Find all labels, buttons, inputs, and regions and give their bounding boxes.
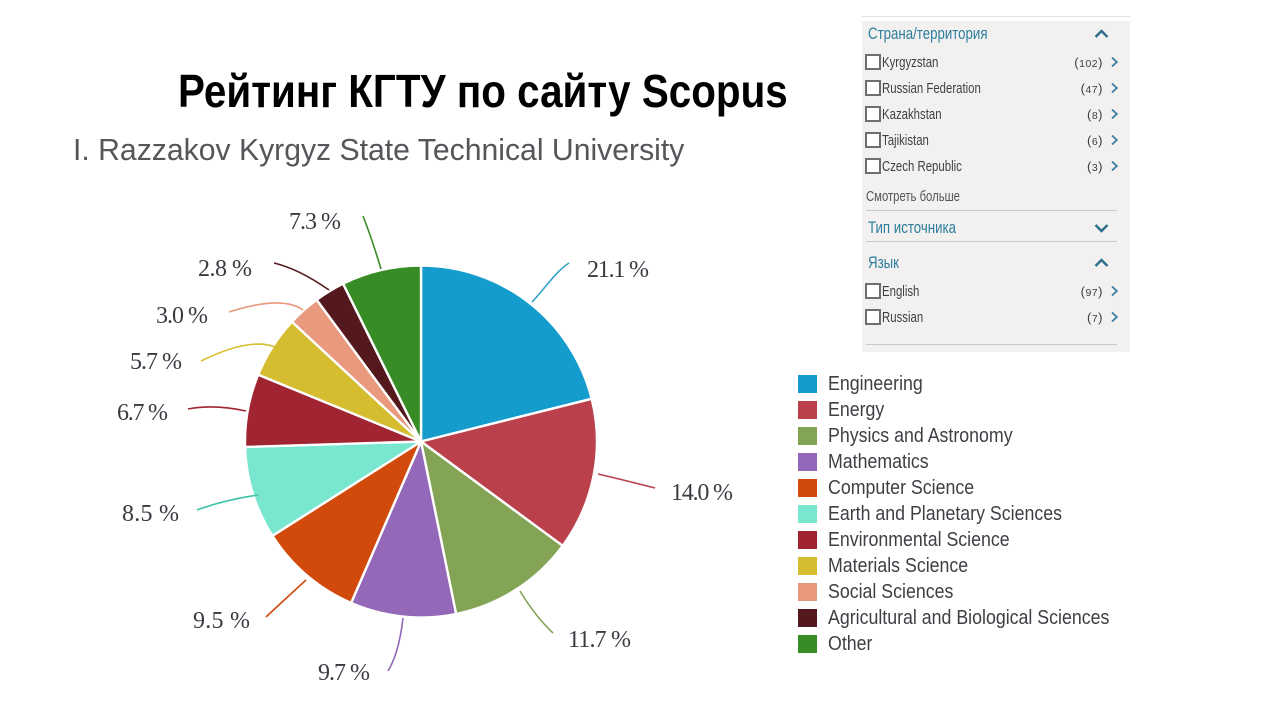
svg-text:9.5 %: 9.5 % [193,608,250,634]
svg-text:11.7 %: 11.7 % [568,627,631,653]
svg-text:2.8 %: 2.8 % [198,256,252,282]
svg-text:8.5 %: 8.5 % [122,501,179,527]
svg-text:7.3 %: 7.3 % [289,209,341,235]
svg-text:6.7 %: 6.7 % [117,400,168,426]
svg-text:5.7 %: 5.7 % [130,349,182,375]
svg-text:14.0 %: 14.0 % [671,480,733,506]
svg-text:9.7 %: 9.7 % [318,660,370,686]
svg-text:3.0 %: 3.0 % [156,303,208,329]
svg-text:21.1 %: 21.1 % [587,257,649,283]
